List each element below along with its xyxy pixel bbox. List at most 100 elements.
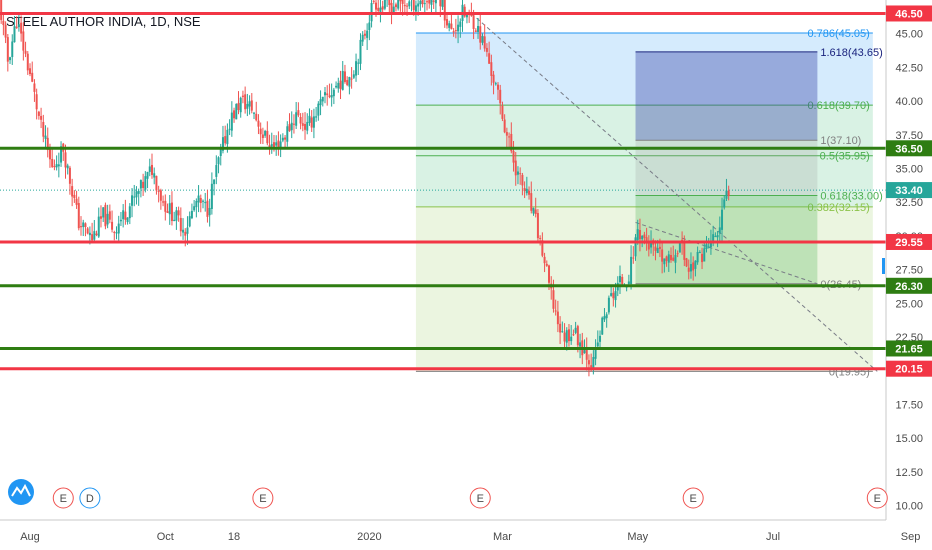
- candle-body: [57, 164, 60, 167]
- earnings-event-marker[interactable]: [252, 487, 274, 509]
- candle-body: [510, 133, 513, 152]
- candle-body: [716, 235, 719, 238]
- candle-body: [539, 237, 542, 239]
- candle-body: [71, 186, 74, 197]
- candle-body: [439, 0, 442, 7]
- candle-body: [173, 219, 176, 222]
- candle-body: [678, 242, 681, 253]
- candle-body: [321, 96, 324, 102]
- candle-body: [162, 201, 165, 203]
- candle-body: [202, 200, 205, 202]
- ext-level-label: 1.618(43.65): [820, 47, 882, 59]
- level-price-badge: [886, 5, 932, 22]
- price-tick-label: 40.00: [895, 96, 923, 108]
- candle-body: [485, 47, 488, 52]
- candle-body: [685, 258, 688, 267]
- candle-body: [432, 0, 435, 2]
- candle-body: [44, 135, 47, 139]
- candle-body: [184, 231, 187, 236]
- candle-body: [641, 235, 644, 240]
- fib-level-label: 0.786(45.05): [807, 28, 869, 40]
- candle-body: [146, 171, 149, 179]
- candle-body: [501, 105, 504, 119]
- candle-body: [698, 252, 701, 254]
- candle-body: [707, 246, 710, 248]
- candle-body: [37, 111, 40, 116]
- candle-body: [255, 113, 258, 121]
- candle-body: [230, 112, 233, 131]
- trendline[interactable]: [471, 13, 878, 372]
- trendline[interactable]: [635, 221, 818, 285]
- price-tick-label: 10.00: [895, 501, 923, 513]
- candle-body: [139, 180, 142, 189]
- earnings-event-marker[interactable]: [682, 487, 704, 509]
- candle-body: [727, 190, 730, 197]
- candle-body: [301, 123, 304, 126]
- candle-body: [512, 151, 515, 163]
- candle-body: [93, 231, 96, 240]
- dividend-event-marker[interactable]: [79, 487, 101, 509]
- candle-body: [403, 5, 406, 7]
- candle-body: [479, 26, 482, 43]
- candle-body: [288, 124, 291, 132]
- price-tick-label: 27.50: [895, 265, 923, 277]
- earnings-event-marker[interactable]: [52, 487, 74, 509]
- candle-body: [315, 116, 318, 118]
- candle-body: [272, 142, 275, 149]
- level-price-badge-label: 26.30: [895, 281, 923, 293]
- candle-body: [312, 116, 315, 128]
- candle-body: [381, 6, 384, 10]
- level-price-badge-label: 36.50: [895, 143, 923, 155]
- time-axis-panel: [0, 520, 886, 550]
- candle-body: [556, 311, 559, 325]
- candle-body: [545, 263, 548, 266]
- candle-body: [394, 4, 397, 8]
- candle-body: [670, 254, 673, 261]
- candle-body: [75, 198, 78, 205]
- earnings-event-letter: E: [60, 493, 67, 505]
- candle-body: [563, 332, 566, 342]
- candle-body: [190, 210, 193, 219]
- candle-body: [605, 314, 608, 319]
- candle-body: [226, 129, 229, 145]
- candle-body: [0, 0, 3, 20]
- candle-body: [661, 249, 664, 262]
- earnings-event-letter: E: [874, 493, 881, 505]
- candle-body: [392, 6, 395, 13]
- candle-body: [341, 70, 344, 90]
- candle-body: [406, 5, 409, 7]
- candle-body: [388, 0, 391, 6]
- earnings-event-marker[interactable]: [469, 487, 491, 509]
- candle-body: [676, 253, 679, 255]
- candle-body: [530, 193, 533, 211]
- candle-body: [390, 2, 393, 14]
- candle-body: [137, 190, 140, 194]
- scroll-marker[interactable]: [882, 258, 885, 274]
- candle-body: [159, 190, 162, 201]
- level-price-badge: [886, 340, 932, 357]
- candle-body: [213, 179, 216, 185]
- candle-body: [197, 195, 200, 203]
- candle-body: [576, 326, 579, 346]
- candle-body: [115, 232, 118, 234]
- candle-body: [352, 74, 355, 78]
- candle-body: [656, 248, 659, 254]
- candle-body: [119, 219, 122, 222]
- level-price-badge-label: 20.15: [895, 364, 923, 376]
- earnings-event-marker[interactable]: [866, 487, 888, 509]
- candle-body: [667, 254, 670, 263]
- candle-body: [13, 26, 16, 43]
- candle-body: [503, 119, 506, 133]
- price-tick-label: 25.00: [895, 298, 923, 310]
- price-tick-label: 17.50: [895, 399, 923, 411]
- candle-body: [88, 232, 91, 236]
- candle-body: [179, 217, 182, 232]
- candle-body: [11, 41, 14, 58]
- candle-body: [330, 94, 333, 98]
- candle-body: [155, 175, 158, 191]
- candle-body: [235, 103, 238, 120]
- price-tick-label: 32.50: [895, 197, 923, 209]
- candle-body: [210, 183, 213, 209]
- candle-body: [718, 227, 721, 234]
